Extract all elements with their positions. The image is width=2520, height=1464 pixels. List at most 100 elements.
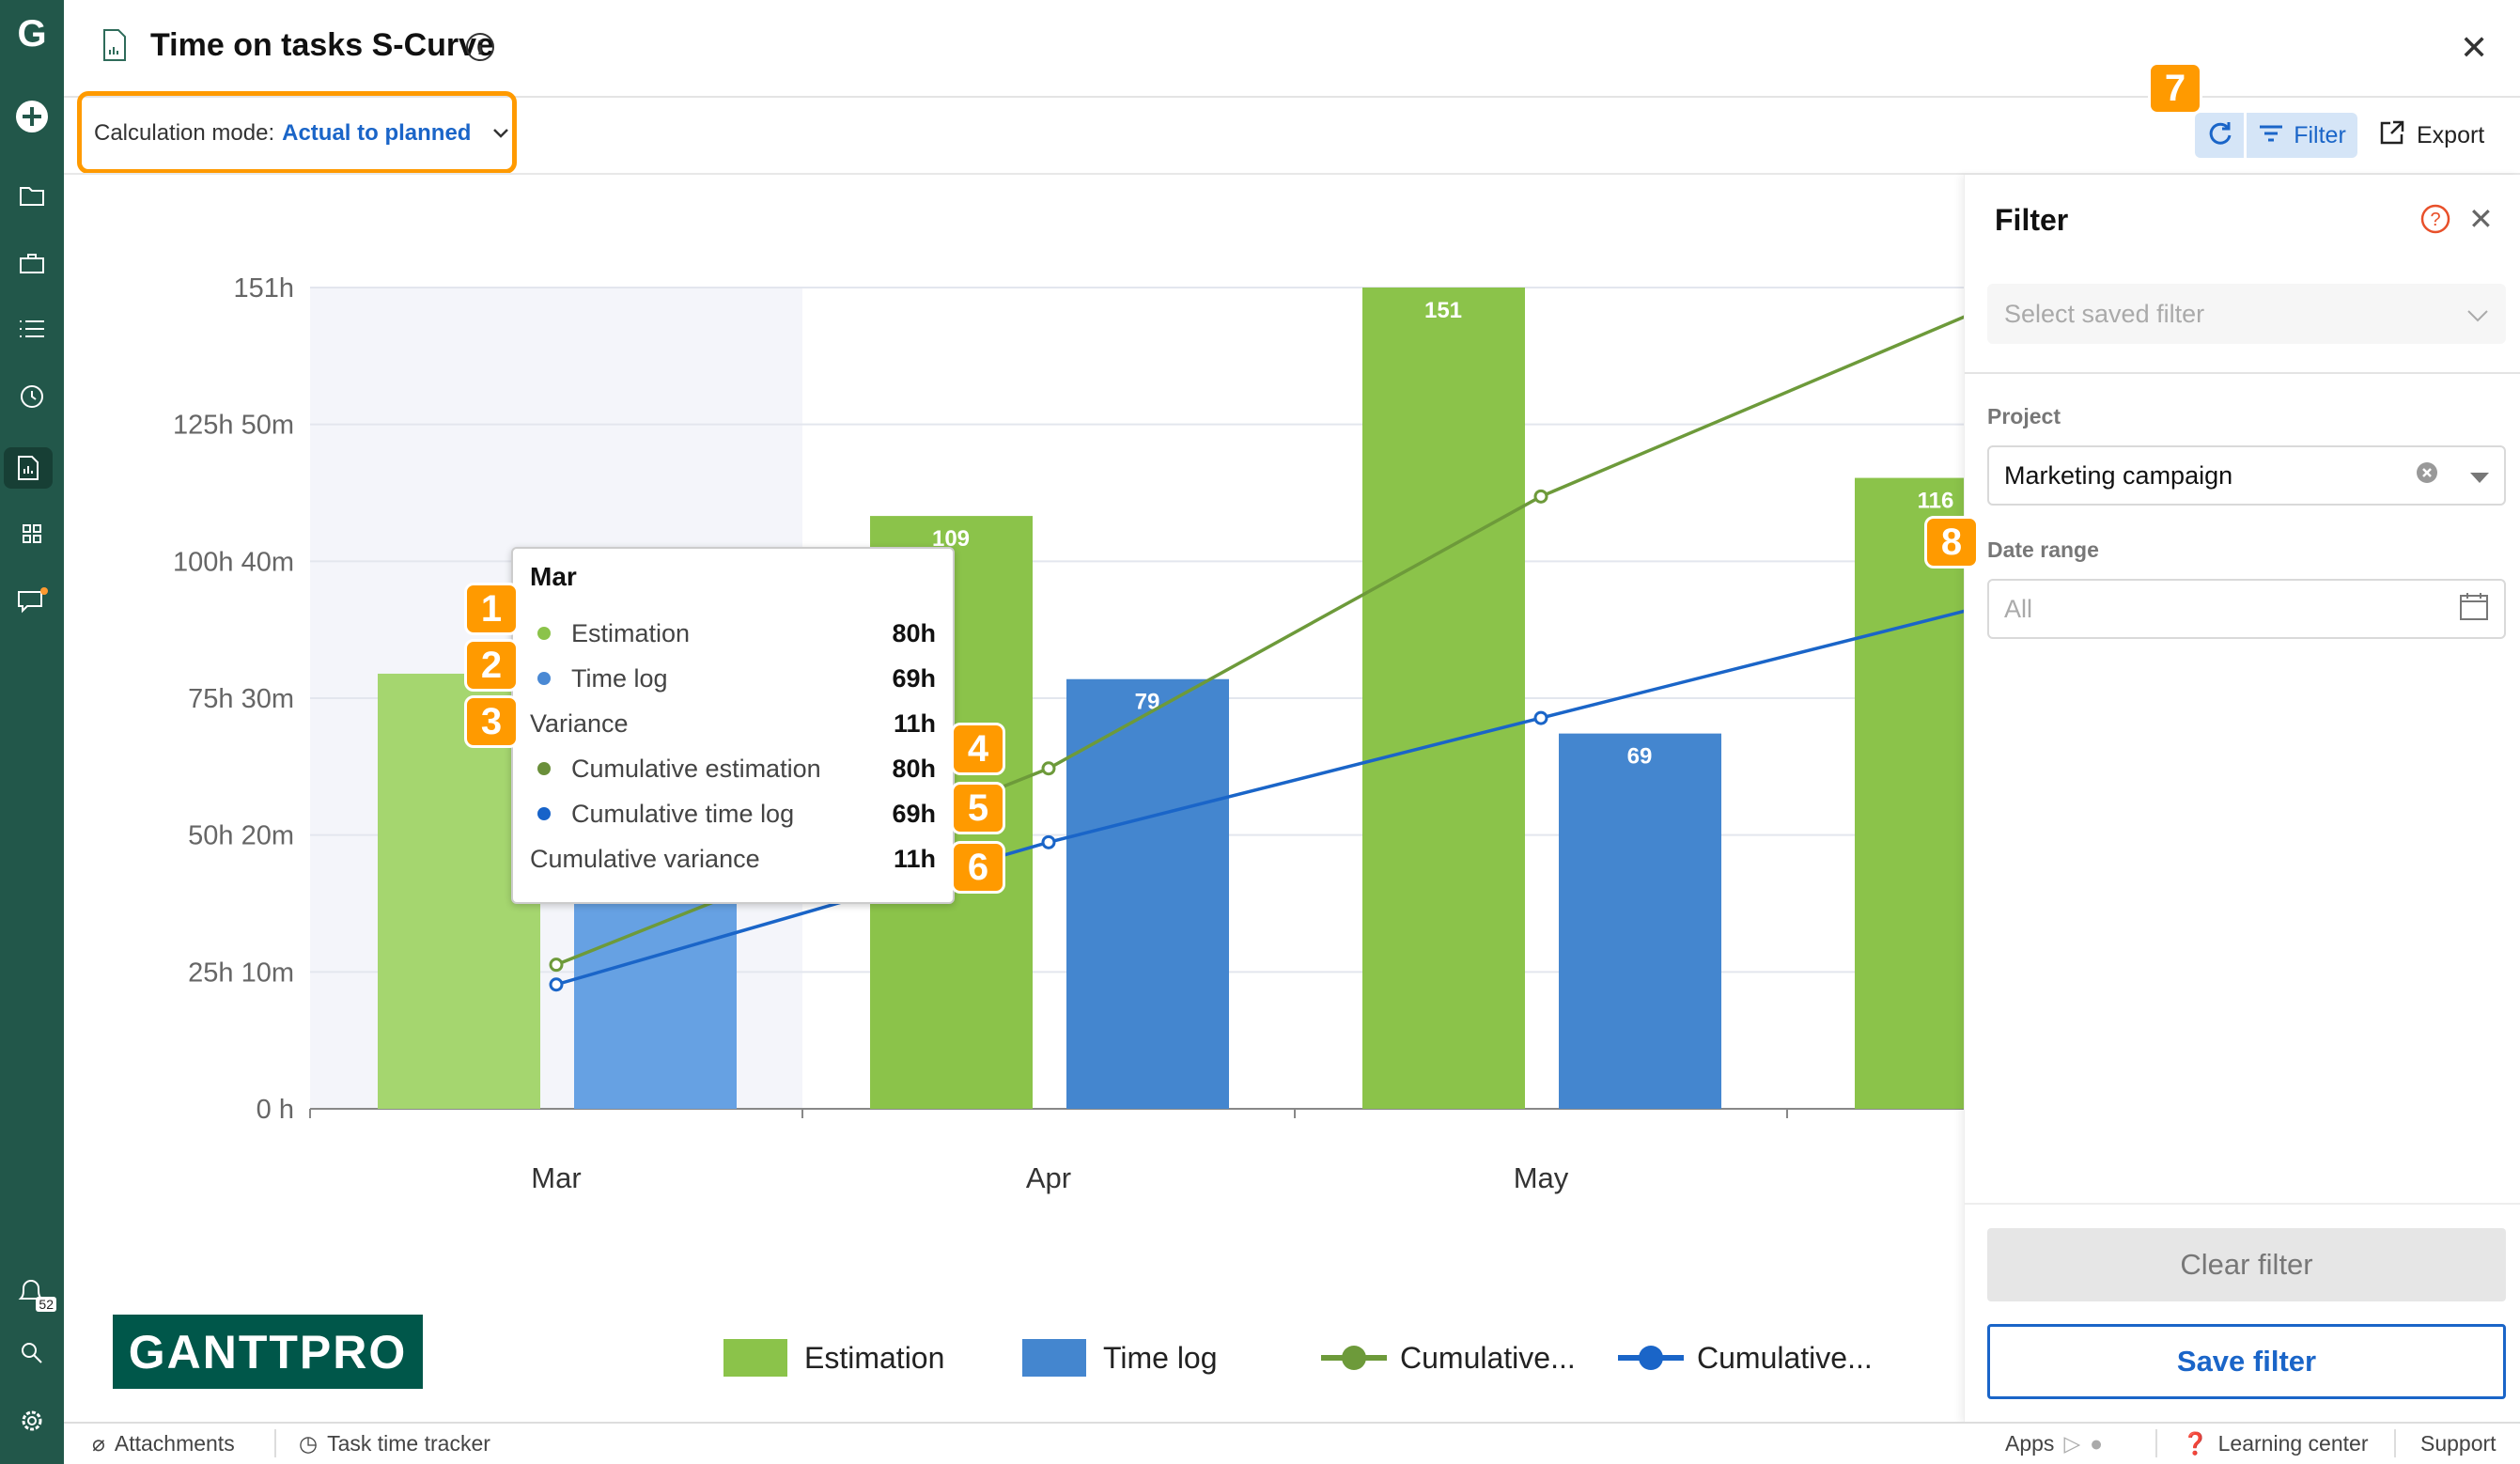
cumulative-time-log-point (1533, 710, 1548, 725)
folder-icon[interactable] (13, 177, 51, 214)
tooltip-row: Time log 69h (530, 656, 936, 701)
attachments-link[interactable]: ⌀ Attachments (92, 1431, 235, 1456)
tooltip-row-label: Estimation (571, 618, 691, 647)
help-icon[interactable]: ? (2419, 203, 2451, 240)
tooltip-row-label: Variance (530, 709, 629, 738)
chat-icon[interactable] (13, 583, 51, 620)
tooltip-row-value: 11h (893, 844, 936, 873)
y-tick-label: 25h 10m (188, 958, 294, 988)
ganttpro-logo-icon[interactable]: G (17, 12, 47, 55)
sidebar: G 52 (0, 0, 64, 1464)
close-filter-button[interactable]: ✕ (2468, 202, 2494, 236)
cumulative-time-log-line (555, 592, 2034, 987)
x-tick-label: May (1514, 1161, 1569, 1194)
callout-8: 8 (1924, 516, 1979, 568)
refresh-button[interactable] (2195, 113, 2244, 158)
tooltip-row-value: 69h (892, 663, 936, 693)
page-title: Time on tasks S-Curve (150, 27, 494, 63)
notification-count: 52 (36, 1297, 56, 1312)
date-range-label: Date range (1987, 537, 2099, 562)
calendar-icon[interactable] (2459, 591, 2489, 628)
apps-label: Apps (2005, 1431, 2055, 1456)
learning-center-label: Learning center (2217, 1431, 2369, 1456)
learning-center-link[interactable]: ❓ Learning center (2182, 1431, 2368, 1456)
chart-tooltip: Mar Estimation 80h Time log 69h Variance 11h C… (511, 547, 955, 904)
legend-label: Estimation (804, 1340, 945, 1375)
legend-cum-time-log[interactable]: Cumulative... (1618, 1339, 1873, 1377)
tooltip-row-label: Cumulative time log (571, 799, 795, 828)
filter-button[interactable]: Filter (2247, 113, 2357, 158)
divider (1965, 1203, 2520, 1205)
legend-label: Time log (1103, 1340, 1218, 1375)
x-tick-label: Apr (1026, 1161, 1071, 1194)
project-select[interactable]: Marketing campaign (1987, 445, 2506, 506)
legend-line-marker (1321, 1346, 1387, 1370)
divider (64, 96, 2520, 98)
info-icon[interactable] (464, 31, 496, 68)
time-log-bar (1066, 678, 1229, 1109)
y-tick-label: 151h (233, 273, 294, 304)
series-dot-icon (537, 807, 551, 820)
chevron-down-icon (491, 120, 510, 147)
tooltip-row: Estimation 80h (530, 611, 936, 656)
tooltip-row-value: 11h (893, 709, 936, 738)
support-link[interactable]: Support (2420, 1431, 2497, 1456)
play-store-icon: ▷ (2063, 1431, 2081, 1456)
y-tick-label: 125h 50m (173, 411, 294, 441)
saved-filter-select[interactable]: Select saved filter (1987, 284, 2506, 344)
save-filter-button[interactable]: Save filter (1987, 1324, 2506, 1399)
date-range-input[interactable]: All (1987, 579, 2506, 639)
clear-filter-button[interactable]: Clear filter (1987, 1228, 2506, 1301)
legend-time-log[interactable]: Time log (1022, 1339, 1218, 1377)
bar-value-label: 79 (1135, 690, 1160, 715)
export-button[interactable]: Export (2379, 119, 2484, 152)
y-tick-label: 100h 40m (173, 547, 294, 577)
estimation-bar (1362, 288, 1525, 1109)
cumulative-estimation-point (1041, 761, 1056, 776)
clock-icon[interactable] (13, 378, 51, 415)
settings-icon[interactable] (13, 1402, 51, 1440)
task-time-tracker-link[interactable]: ◷ Task time tracker (299, 1431, 490, 1456)
legend-estimation[interactable]: Estimation (723, 1339, 944, 1377)
paperclip-icon: ⌀ (92, 1431, 105, 1456)
reports-icon[interactable] (4, 447, 53, 489)
add-icon[interactable] (13, 98, 51, 135)
time-log-bar (1559, 733, 1721, 1109)
calc-mode-highlight (77, 91, 517, 174)
tooltip-row-value: 80h (892, 618, 936, 647)
y-tick-label: 50h 20m (188, 821, 294, 851)
clear-project-icon[interactable] (2416, 461, 2438, 491)
close-report-button[interactable]: ✕ (2460, 28, 2489, 67)
list-icon[interactable] (13, 310, 51, 348)
chevron-down-icon (2466, 300, 2489, 329)
filter-icon (2258, 122, 2284, 149)
cumulative-estimation-point (549, 958, 564, 973)
filter-panel-title: Filter (1995, 203, 2069, 237)
tooltip-row-label: Cumulative estimation (571, 754, 821, 783)
callout-1: 1 (464, 583, 519, 635)
search-icon[interactable] (13, 1334, 51, 1372)
y-tick-label: 0 h (257, 1095, 294, 1125)
callout-4: 4 (951, 723, 1005, 775)
legend-swatch (723, 1339, 787, 1377)
calc-mode-dropdown[interactable]: Calculation mode: Actual to planned (94, 120, 510, 147)
filter-label: Filter (2294, 121, 2346, 148)
divider (2394, 1429, 2396, 1457)
saved-filter-placeholder: Select saved filter (2004, 299, 2205, 328)
bell-icon[interactable]: 52 (13, 1274, 56, 1312)
tooltip-row-label: Cumulative variance (530, 844, 760, 873)
x-tick-label: Mar (531, 1161, 581, 1194)
stopwatch-icon: ◷ (299, 1431, 319, 1456)
refresh-icon (2205, 119, 2233, 152)
filter-panel: Filter ? ✕ Select saved filter Project M… (1964, 175, 2520, 1423)
legend-swatch (1022, 1339, 1086, 1377)
briefcase-icon[interactable] (13, 244, 51, 282)
apps-link[interactable]: Apps ▷ ● (2005, 1431, 2103, 1456)
tooltip-row-value: 80h (892, 754, 936, 783)
tooltip-row-value: 69h (892, 799, 936, 828)
divider (274, 1429, 276, 1457)
footer-bar: ⌀ Attachments ◷ Task time tracker Apps ▷ ● ❓… (64, 1422, 2520, 1464)
legend-cum-estimation[interactable]: Cumulative... (1321, 1339, 1576, 1377)
callout-7: 7 (2148, 62, 2202, 115)
apps-grid-icon[interactable] (13, 515, 51, 553)
